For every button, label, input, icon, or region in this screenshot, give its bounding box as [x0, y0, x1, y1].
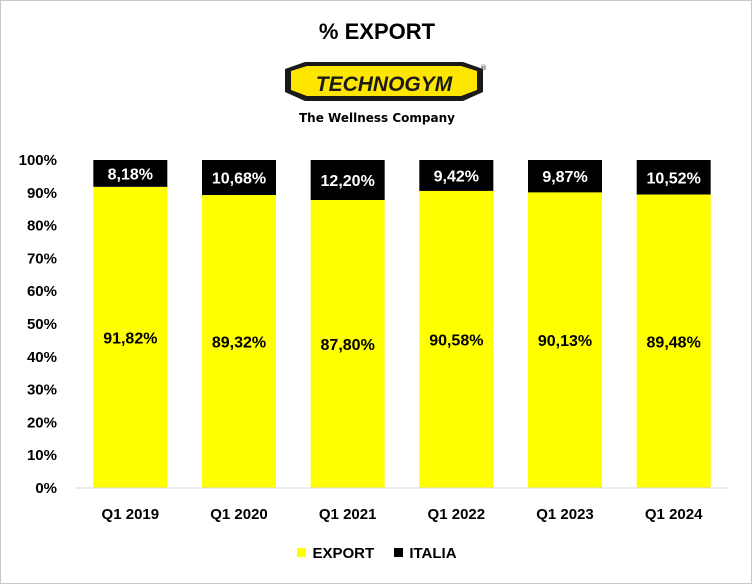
bar-italia: [202, 160, 276, 196]
y-tick-label: 20%: [27, 414, 57, 431]
plot-area: 0% 10% 20% 30% 40% 50% 60% 70% 80% 90% 100% 91,82% 8…: [19, 152, 728, 523]
data-label-italia: 9,87%: [542, 169, 587, 186]
data-label-italia: 12,20%: [321, 173, 375, 190]
bar-export: [528, 192, 602, 488]
bar-export: [93, 186, 168, 489]
bar-italia: [636, 160, 711, 195]
bar-export: [202, 195, 276, 488]
y-tick-label: 40%: [27, 349, 57, 366]
x-tick-label: Q1 2022: [428, 506, 486, 523]
x-tick-label: Q1 2019: [102, 506, 160, 523]
y-tick-label: 70%: [27, 250, 57, 267]
y-tick-label: 30%: [27, 382, 57, 399]
x-tick-label: Q1 2020: [210, 506, 268, 523]
x-tick-label: Q1 2024: [645, 506, 703, 523]
bar-italia: [528, 160, 602, 193]
bar-export: [419, 190, 494, 489]
brand-tagline: The Wellness Company: [299, 111, 455, 125]
x-tick-label: Q1 2023: [536, 506, 594, 523]
y-tick-label: 50%: [27, 316, 57, 333]
svg-text:TECHNOGYM: TECHNOGYM: [316, 73, 453, 96]
svg-text:®: ®: [480, 64, 487, 72]
technogym-logo: TECHNOGYM ®: [285, 62, 487, 101]
bar-italia: [310, 160, 385, 201]
data-label-export: 87,80%: [321, 337, 375, 354]
bar-export: [636, 194, 711, 488]
data-label-export: 90,13%: [538, 333, 592, 350]
data-label-italia: 8,18%: [108, 166, 153, 183]
data-label-export: 91,82%: [103, 330, 157, 347]
data-label-export: 89,32%: [212, 335, 266, 352]
legend-item-export: EXPORT: [297, 545, 374, 562]
legend-item-italia: ITALIA: [394, 545, 457, 562]
bar-italia: [419, 160, 494, 191]
y-tick-label: 0%: [35, 480, 57, 497]
data-label-italia: 9,42%: [434, 168, 479, 185]
legend-swatch-italia: [394, 548, 404, 557]
y-tick-label: 10%: [27, 447, 57, 464]
legend-label-export: EXPORT: [312, 545, 375, 562]
data-label-export: 90,58%: [429, 332, 483, 349]
legend-label-italia: ITALIA: [409, 545, 457, 562]
y-tick-label: 100%: [19, 152, 57, 169]
data-label-italia: 10,52%: [647, 170, 701, 187]
legend: EXPORT ITALIA: [1, 545, 752, 562]
bar-export: [310, 200, 385, 489]
y-tick-label: 90%: [27, 185, 57, 202]
legend-swatch-export: [297, 548, 307, 557]
y-tick-label: 60%: [27, 283, 57, 300]
x-tick-label: Q1 2021: [319, 506, 377, 523]
y-tick-label: 80%: [27, 218, 57, 235]
chart-title: % EXPORT: [318, 19, 436, 44]
bar-italia: [93, 160, 168, 187]
data-label-export: 89,48%: [647, 334, 701, 351]
data-label-italia: 10,68%: [212, 171, 266, 188]
